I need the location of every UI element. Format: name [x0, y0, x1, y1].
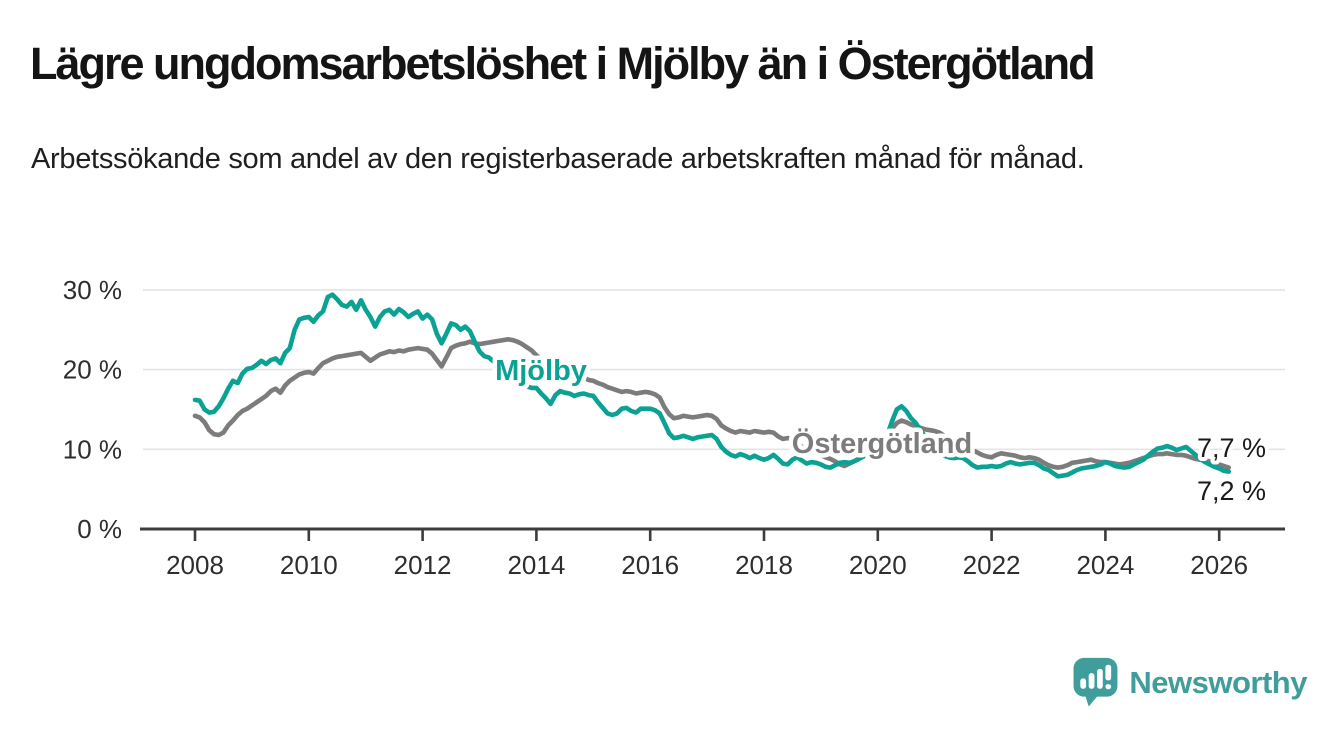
- y-axis-label: 10 %: [63, 434, 122, 464]
- y-axis-label: 30 %: [63, 275, 122, 305]
- x-axis-label: 2008: [166, 550, 224, 580]
- x-axis-label: 2024: [1076, 550, 1134, 580]
- x-axis-label: 2014: [507, 550, 565, 580]
- x-axis-label: 2020: [849, 550, 907, 580]
- chart-subtitle: Arbetssökande som andel av den registerb…: [31, 143, 1085, 175]
- x-axis-label: 2012: [394, 550, 452, 580]
- brand-footer: Newsworthy: [1073, 657, 1307, 708]
- series-line-mjölby: [192, 292, 1231, 479]
- newsworthy-logo-icon: [1073, 657, 1118, 707]
- series-label-mjölby: Mjölby: [495, 355, 587, 387]
- x-axis-label: 2010: [280, 550, 338, 580]
- y-axis-label: 20 %: [63, 355, 122, 385]
- y-axis-label: 0 %: [77, 514, 122, 544]
- end-value-label-östergötland: 7,7 %: [1197, 433, 1266, 463]
- series-line-östergötland: [192, 336, 1231, 470]
- x-axis-label: 2016: [621, 550, 679, 580]
- page-title: Lägre ungdomsarbetslöshet i Mjölby än i …: [30, 38, 1096, 89]
- series-label-östergötland: Östergötland: [792, 427, 972, 460]
- x-axis-label: 2026: [1190, 550, 1248, 580]
- end-value-label-mjölby: 7,2 %: [1197, 476, 1266, 506]
- x-axis-label: 2022: [963, 550, 1021, 580]
- x-axis-label: 2018: [735, 550, 793, 580]
- brand-name: Newsworthy: [1129, 664, 1307, 700]
